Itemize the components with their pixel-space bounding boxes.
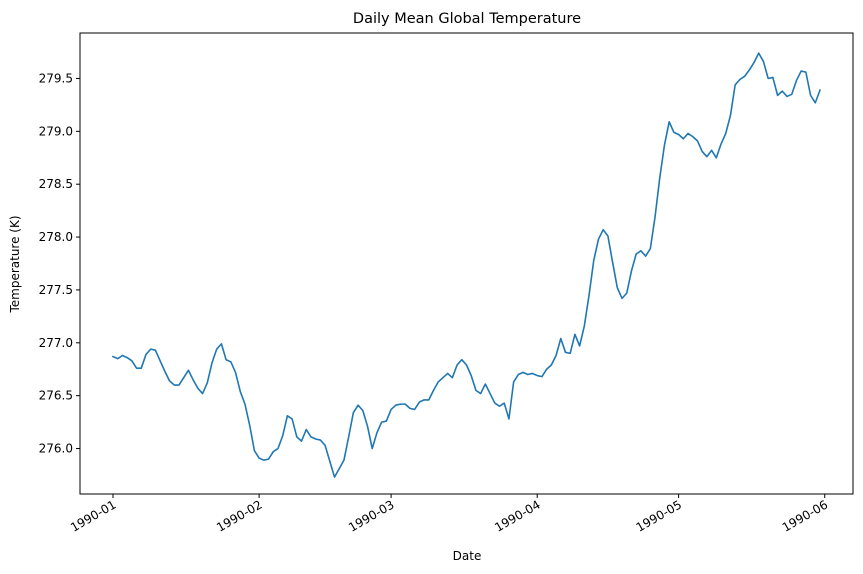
plot-area	[111, 52, 822, 478]
y-tick-label: 278.0	[39, 230, 73, 244]
y-tick-label: 279.0	[39, 124, 73, 138]
y-axis: 276.0 276.5 277.0 277.5 278.0 278.5 279.0 279.5	[39, 71, 80, 456]
chart-title: Daily Mean Global Temperature	[353, 11, 581, 27]
axes-frame	[79, 32, 854, 495]
y-tick-label: 276.0	[39, 442, 73, 456]
y-tick-label: 277.5	[39, 283, 73, 297]
y-axis-label: Temperature (K)	[8, 215, 22, 313]
y-tick-label: 278.5	[39, 177, 73, 191]
y-tick-label: 277.0	[39, 336, 73, 350]
temperature-series-line	[111, 52, 822, 478]
x-axis-label: Date	[453, 549, 482, 563]
y-tick-label: 279.5	[39, 71, 73, 85]
y-tick-label: 276.5	[39, 389, 73, 403]
